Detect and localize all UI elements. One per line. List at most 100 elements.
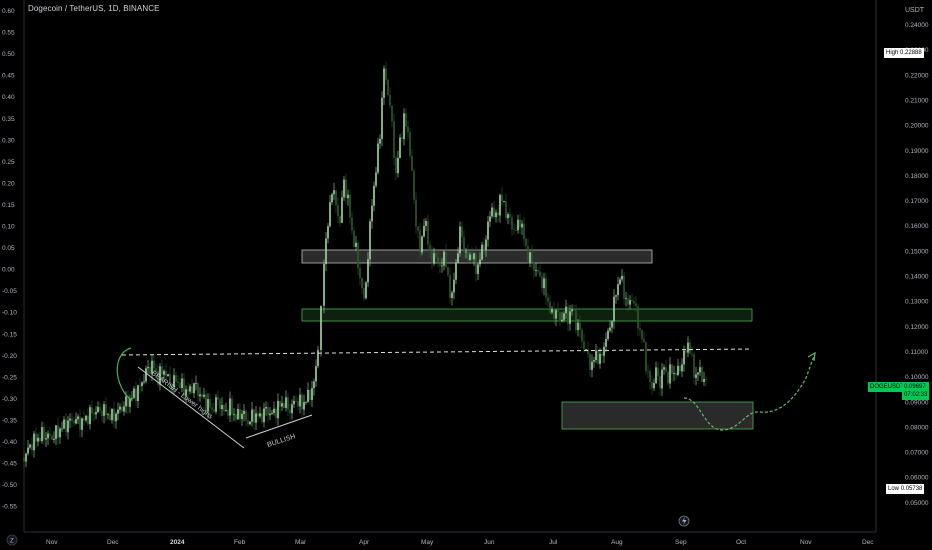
candle-body: [233, 414, 235, 416]
candle-body: [563, 313, 565, 320]
tradingview-logo-icon[interactable]: [6, 534, 18, 546]
candle-body: [211, 407, 213, 410]
candle-body: [507, 214, 509, 219]
candle-body: [597, 350, 599, 364]
candle-body: [675, 372, 677, 376]
projection-path[interactable]: [683, 355, 815, 431]
candle-body: [577, 322, 579, 331]
candle-body: [659, 376, 661, 389]
candle-body: [551, 308, 553, 313]
candle-body: [75, 419, 77, 424]
candle-body: [661, 369, 663, 389]
right-tick-label: 0.18000: [905, 173, 929, 180]
candle-body: [93, 413, 95, 415]
candle-body: [315, 366, 317, 382]
candle-body: [649, 371, 651, 382]
bullish-trendline[interactable]: [245, 414, 313, 439]
candle-body: [329, 202, 331, 227]
candle-body: [227, 410, 229, 416]
candle-body: [673, 372, 675, 374]
candle-body: [681, 364, 683, 372]
candle-body: [115, 413, 117, 422]
candle-body: [291, 404, 293, 414]
candle-body: [367, 259, 369, 283]
candle-body: [621, 275, 623, 280]
candle-body: [193, 383, 195, 394]
candle-body: [619, 279, 621, 285]
candle-body: [113, 408, 115, 422]
candle-body: [377, 143, 379, 173]
candle-body: [459, 226, 461, 254]
candle-body: [647, 370, 649, 372]
candle-body: [461, 226, 463, 237]
candle-body: [677, 365, 679, 376]
curved-marker: [116, 347, 133, 401]
right-tick-label: 0.06000: [905, 475, 929, 482]
candle-body: [671, 364, 673, 374]
candle-body: [705, 379, 707, 380]
resistance-zone-gray[interactable]: [301, 249, 653, 264]
candle-body: [453, 279, 455, 293]
candle-body: [165, 370, 167, 377]
candle-body: [59, 428, 61, 438]
candle-body: [615, 295, 617, 297]
candle-body: [49, 433, 51, 436]
candle-body: [155, 368, 157, 372]
candle-body: [553, 308, 555, 319]
candle-body: [85, 415, 87, 421]
candle-body: [171, 386, 173, 388]
currency-label: USDT: [905, 7, 925, 14]
candle-body: [263, 408, 265, 423]
candle-body: [201, 394, 203, 397]
candle-body: [355, 242, 357, 247]
demand-zone-box[interactable]: [561, 401, 754, 430]
left-tick-label: 0.25: [2, 159, 15, 166]
candle-body: [447, 267, 449, 275]
candle-body: [489, 216, 491, 222]
candle-body: [153, 360, 155, 369]
support-zone-green[interactable]: [301, 308, 753, 322]
candle-body: [43, 427, 45, 440]
left-tick-label: 0.35: [2, 116, 15, 123]
candle-body: [679, 365, 681, 372]
candle-body: [393, 121, 395, 158]
candle-body: [235, 414, 237, 420]
candle-body: [229, 398, 231, 416]
candle-body: [601, 353, 603, 356]
candle-body: [79, 416, 81, 430]
candle-body: [129, 398, 131, 407]
candle-body: [399, 137, 401, 158]
candle-body: [341, 197, 343, 223]
candles: [23, 61, 707, 469]
bearish-trendline[interactable]: [137, 366, 245, 449]
candle-body: [479, 259, 481, 265]
x-tick-label: Mar: [295, 539, 307, 546]
candle-body: [31, 444, 33, 451]
candle-body: [625, 298, 627, 299]
candle-body: [443, 251, 445, 266]
candle-body: [613, 296, 615, 322]
candle-body: [109, 414, 111, 421]
candle-body: [173, 375, 175, 387]
candle-body: [213, 409, 215, 412]
candle-body: [53, 438, 55, 440]
candle-body: [603, 346, 605, 356]
candle-body: [191, 386, 193, 394]
dashed-resistance-line[interactable]: [121, 348, 753, 356]
candle-body: [91, 407, 93, 414]
candle-body: [89, 407, 91, 425]
candle-body: [175, 375, 177, 382]
candle-body: [395, 157, 397, 174]
candle-body: [397, 157, 399, 174]
right-tick-label: 0.08000: [905, 424, 929, 431]
right-tick-label: 0.12000: [905, 324, 929, 331]
candle-body: [521, 223, 523, 228]
candle-body: [485, 239, 487, 250]
candle-body: [421, 236, 423, 253]
candle-body: [369, 221, 371, 260]
candle-body: [187, 389, 189, 392]
candle-body: [641, 330, 643, 340]
candle-body: [569, 311, 571, 324]
candle-body: [149, 366, 151, 374]
